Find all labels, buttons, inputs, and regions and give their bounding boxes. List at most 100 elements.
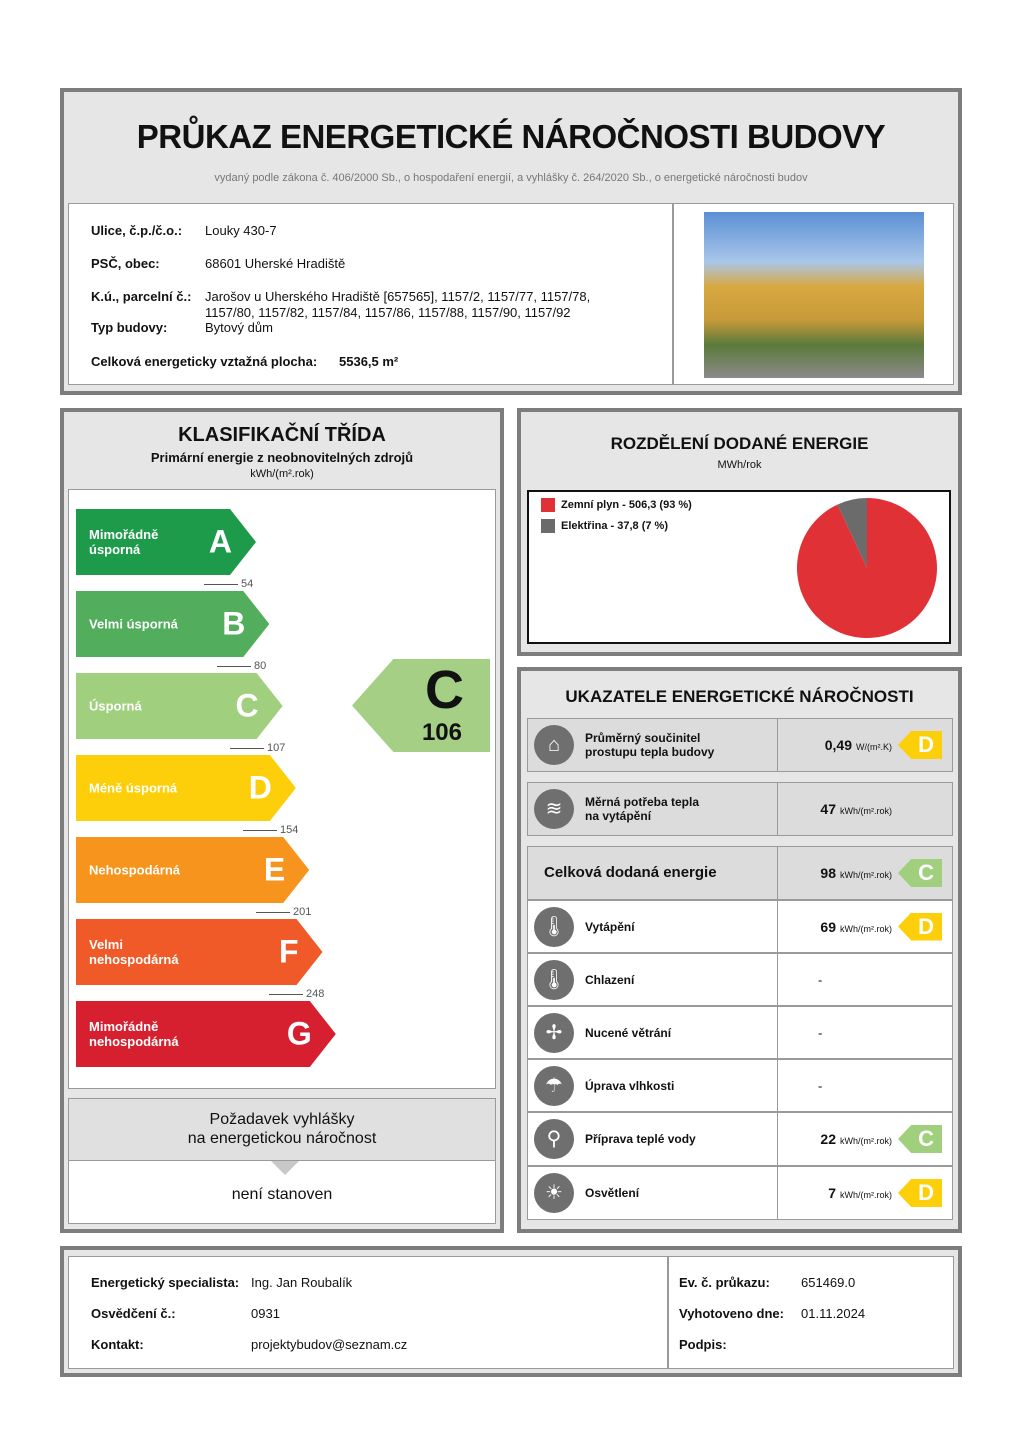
- contact-value: projektybudov@seznam.cz: [251, 1337, 408, 1352]
- class-arrow-d: Méně úsporná D: [76, 755, 296, 821]
- indicator-label: Osvětlení: [585, 1186, 640, 1200]
- class-badge: D: [898, 731, 942, 759]
- page-title: PRŮKAZ ENERGETICKÉ NÁROČNOSTI BUDOVY: [136, 118, 886, 155]
- class-arrow-f: Velmi nehospodárná F: [76, 919, 323, 985]
- cadastral-value-2: 1157/80, 1157/82, 1157/84, 1157/86, 1157…: [205, 305, 571, 320]
- class-threshold: 107: [230, 742, 285, 754]
- indicator-value: -: [818, 1025, 823, 1040]
- class-letter: C: [235, 687, 259, 724]
- cadastral-value-1: Jarošov u Uherského Hradiště [657565], 1…: [205, 289, 591, 304]
- legend-item-gas: Zemní plyn - 506,3 (93 %): [541, 498, 692, 512]
- class-letter: E: [263, 851, 286, 888]
- class-letter: B: [222, 605, 246, 642]
- heating-thermometer-icon: 🌡: [534, 906, 574, 947]
- requirement-title-2: na energetickou náročnost: [187, 1130, 377, 1147]
- pie-slice: [837, 498, 867, 568]
- class-arrow-c: Úsporná C: [76, 673, 283, 739]
- humidity-icon: ☂: [534, 1065, 574, 1106]
- specialist-panel: Energetický specialista: Ing. Jan Roubal…: [68, 1256, 668, 1369]
- indicator-label: Úprava vlhkosti: [585, 1078, 675, 1093]
- indicator-value: 22 kWh/(m².rok): [820, 1131, 892, 1147]
- indicator-value: 69 kWh/(m².rok): [820, 918, 892, 935]
- class-letter: A: [208, 523, 232, 560]
- indicator-value: 7 kWh/(m².rok): [828, 1185, 892, 1201]
- water-tap-icon: ⚲: [534, 1119, 574, 1159]
- classification-title: KLASIFIKAČNÍ TŘÍDA: [178, 424, 386, 446]
- building-type-label: Typ budovy:: [91, 320, 168, 335]
- class-threshold: 248: [269, 988, 324, 1000]
- house-icon: ⌂: [534, 725, 574, 765]
- fan-icon: ✢: [534, 1012, 574, 1053]
- class-threshold: 80: [217, 660, 266, 672]
- area-value: 5536,5 m²: [339, 354, 399, 369]
- legend-swatch: [541, 519, 555, 533]
- class-arrow-b: Velmi úsporná B: [76, 591, 270, 657]
- legend-item-electricity: Elektřina - 37,8 (7 %): [541, 519, 668, 533]
- indicator-row: ⚲ Příprava teplé vody 22 kWh/(m².rok) C: [527, 1112, 953, 1166]
- requirement-title-1: Požadavek vyhlášky: [209, 1111, 355, 1128]
- class-arrow-a: Mimořádně úsporná A: [76, 509, 256, 575]
- indicator-row: 🌡 Chlazení -: [527, 953, 953, 1006]
- street-label: Ulice, č.p./č.o.:: [91, 223, 183, 238]
- contact-label: Kontakt:: [91, 1337, 144, 1352]
- indicator-row: ✢ Nucené větrání -: [527, 1006, 953, 1059]
- page-subtitle: vydaný podle zákona č. 406/2000 Sb., o h…: [214, 172, 808, 184]
- class-threshold: 201: [256, 906, 311, 918]
- indicator-value: -: [818, 972, 823, 987]
- indicator-value: -: [818, 1078, 823, 1093]
- cert-label: Osvědčení č.:: [91, 1306, 176, 1321]
- indicator-label: Celková dodaná energie: [544, 864, 717, 881]
- class-name: Mimořádně nehospodárná: [89, 1019, 179, 1049]
- class-name: Mimořádně úsporná: [89, 527, 159, 557]
- footer-section: Energetický specialista: Ing. Jan Roubal…: [60, 1246, 962, 1377]
- signature-label: Podpis:: [679, 1337, 727, 1352]
- building-info-section: PRŮKAZ ENERGETICKÉ NÁROČNOSTI BUDOVY vyd…: [60, 88, 962, 395]
- class-threshold: 154: [243, 824, 298, 836]
- classification-subtitle: Primární energie z neobnovitelných zdroj…: [150, 450, 414, 465]
- legend-label: Elektřina - 37,8 (7 %): [561, 519, 668, 532]
- indicator-row: Celková dodaná energie 98 kWh/(m².rok) C: [527, 846, 953, 900]
- indicator-row: 🌡 Vytápění 69 kWh/(m².rok) D: [527, 900, 953, 953]
- class-badge: C: [898, 1125, 942, 1153]
- cooling-thermometer-icon: 🌡: [534, 959, 574, 1000]
- class-name: Méně úsporná: [89, 780, 178, 796]
- certificate-panel: Ev. č. průkazu: 651469.0 Vyhotoveno dne:…: [668, 1256, 954, 1369]
- result-class-letter: C: [425, 660, 464, 720]
- photo-panel: [673, 203, 954, 385]
- distribution-unit: MWh/rok: [717, 459, 762, 471]
- street-value: Louky 430-7: [205, 223, 277, 238]
- date-value: 01.11.2024: [801, 1306, 866, 1321]
- building-photo: [704, 212, 924, 378]
- class-arrow-g: Mimořádně nehospodárná G: [76, 1001, 336, 1067]
- psc-label: PSČ, obec:: [91, 256, 160, 271]
- class-letter: G: [286, 1015, 312, 1052]
- building-type-value: Bytový dům: [205, 320, 273, 335]
- result-class-value: 106: [421, 719, 462, 746]
- class-letter: D: [248, 769, 272, 806]
- class-badge: D: [898, 1179, 942, 1207]
- cert-value: 0931: [251, 1306, 280, 1321]
- indicator-row: ⌂ Průměrný součinitel prostupu tepla budov…: [527, 718, 953, 772]
- cadastral-label: K.ú., parcelní č.:: [91, 289, 192, 304]
- indicator-value: 0,49 W/(m².K): [824, 737, 892, 753]
- indicator-label: Chlazení: [585, 972, 635, 987]
- indicator-label: Příprava teplé vody: [585, 1132, 696, 1146]
- distribution-title: ROZDĚLENÍ DODANÉ ENERGIE: [610, 434, 869, 453]
- date-label: Vyhotoveno dne:: [679, 1306, 784, 1321]
- specialist-label: Energetický specialista:: [91, 1275, 240, 1290]
- requirement-panel: Požadavek vyhlášky na energetickou nároč…: [68, 1098, 496, 1224]
- ev-label: Ev. č. průkazu:: [679, 1275, 770, 1290]
- distribution-chart: Zemní plyn - 506,3 (93 %) Elektřina - 37…: [527, 490, 951, 644]
- class-arrow-e: Nehospodárná E: [76, 837, 310, 903]
- class-letter: F: [278, 933, 299, 970]
- indicator-value: 47 kWh/(m².rok): [820, 801, 892, 817]
- class-threshold: 54: [204, 578, 253, 590]
- indicator-row: ☂ Úprava vlhkosti -: [527, 1059, 953, 1112]
- class-name: Velmi úsporná: [89, 616, 178, 632]
- class-name: Úsporná: [89, 698, 142, 714]
- indicator-row: ≋ Měrná potřeba tepla na vytápění 47 kWh/(m²…: [527, 782, 953, 836]
- indicator-label: Nucené větrání: [585, 1025, 672, 1040]
- address-panel: Ulice, č.p./č.o.: Louky 430-7 PSČ, obec:…: [68, 203, 673, 385]
- light-bulb-icon: ☀: [534, 1173, 574, 1213]
- specialist-value: Ing. Jan Roubalík: [251, 1275, 353, 1290]
